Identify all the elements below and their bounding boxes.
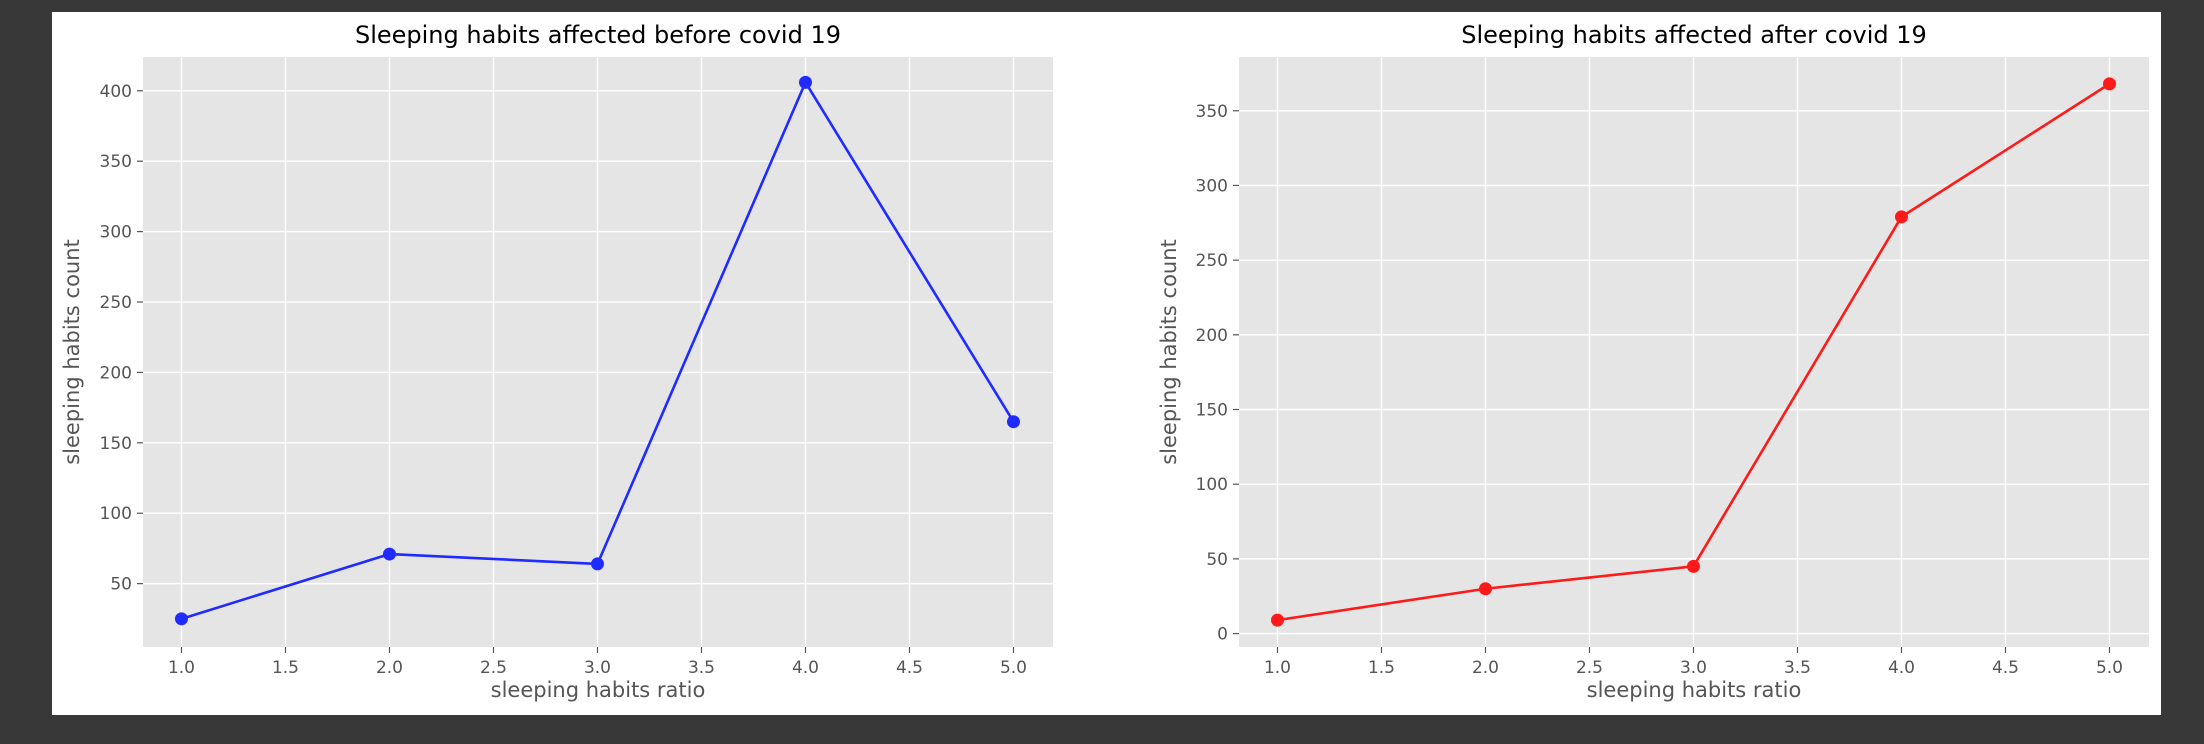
y-tick-label: 200	[100, 363, 132, 383]
x-tick-label: 1.0	[1264, 658, 1291, 678]
y-tick-label: 50	[110, 575, 132, 595]
x-tick-label: 2.0	[376, 658, 403, 678]
chart-title: Sleeping habits affected before covid 19	[355, 21, 841, 49]
x-tick-label: 4.5	[896, 658, 923, 678]
y-tick-labels: 0 50 100 150 200 250 300 350	[1196, 102, 1228, 645]
x-tick-label: 3.0	[1680, 658, 1707, 678]
y-tick-label: 100	[1196, 475, 1228, 495]
data-point	[2102, 77, 2116, 91]
x-tick-label: 4.0	[792, 658, 819, 678]
chart-before-covid: 1.0 1.5 2.0 2.5 3.0 3.5 4.0 4.5 5.0 50 100 150 200 2…	[60, 21, 1053, 702]
grid-lines	[1233, 57, 2149, 653]
y-axis-label: sleeping habits count	[1157, 239, 1181, 465]
y-tick-label: 350	[1196, 102, 1228, 122]
y-tick-label: 250	[1196, 251, 1228, 271]
y-tick-label: 150	[100, 434, 132, 454]
series	[1270, 77, 2116, 627]
x-tick-label: 3.5	[688, 658, 715, 678]
data-point	[1006, 415, 1020, 429]
chart-title: Sleeping habits affected after covid 19	[1461, 21, 1927, 49]
x-tick-labels: 1.0 1.5 2.0 2.5 3.0 3.5 4.0 4.5 5.0	[168, 658, 1027, 678]
y-tick-label: 150	[1196, 401, 1228, 421]
x-tick-label: 5.0	[2096, 658, 2123, 678]
data-point	[1686, 559, 1700, 573]
y-tick-labels: 50 100 150 200 250 300 350 400	[100, 82, 132, 595]
x-tick-label: 1.0	[168, 658, 195, 678]
x-tick-label: 3.0	[584, 658, 611, 678]
y-axis-label: sleeping habits count	[60, 239, 84, 465]
x-tick-label: 4.0	[1888, 658, 1915, 678]
y-tick-label: 250	[100, 293, 132, 313]
y-tick-label: 100	[100, 504, 132, 524]
y-tick-label: 300	[100, 223, 132, 243]
data-point	[1894, 210, 1908, 224]
data-point	[1478, 582, 1492, 596]
x-tick-label: 3.5	[1784, 658, 1811, 678]
x-tick-label: 5.0	[1000, 658, 1027, 678]
y-tick-label: 200	[1196, 326, 1228, 346]
data-point	[798, 75, 812, 89]
data-point	[382, 547, 396, 561]
y-tick-label: 300	[1196, 176, 1228, 196]
x-tick-label: 1.5	[1368, 658, 1395, 678]
figure: 1.0 1.5 2.0 2.5 3.0 3.5 4.0 4.5 5.0 50 100 150 200 2…	[52, 12, 2161, 715]
x-axis-label: sleeping habits ratio	[1587, 678, 1802, 702]
y-tick-label: 400	[100, 82, 132, 102]
data-point	[590, 557, 604, 571]
charts-svg: 1.0 1.5 2.0 2.5 3.0 3.5 4.0 4.5 5.0 50 100 150 200 2…	[60, 21, 2149, 702]
x-tick-label: 4.5	[1992, 658, 2019, 678]
x-tick-labels: 1.0 1.5 2.0 2.5 3.0 3.5 4.0 4.5 5.0	[1264, 658, 2123, 678]
grid-lines	[137, 57, 1053, 653]
x-tick-label: 1.5	[272, 658, 299, 678]
x-tick-label: 2.5	[480, 658, 507, 678]
x-tick-label: 2.5	[1576, 658, 1603, 678]
chart-after-covid: 1.0 1.5 2.0 2.5 3.0 3.5 4.0 4.5 5.0 0 50 100 150 200…	[1157, 21, 2149, 702]
y-tick-label: 50	[1206, 550, 1228, 570]
data-point	[174, 612, 188, 626]
series	[174, 75, 1020, 626]
y-tick-label: 0	[1217, 625, 1228, 645]
x-axis-label: sleeping habits ratio	[491, 678, 706, 702]
x-tick-label: 2.0	[1472, 658, 1499, 678]
data-point	[1270, 613, 1284, 627]
y-tick-label: 350	[100, 152, 132, 172]
